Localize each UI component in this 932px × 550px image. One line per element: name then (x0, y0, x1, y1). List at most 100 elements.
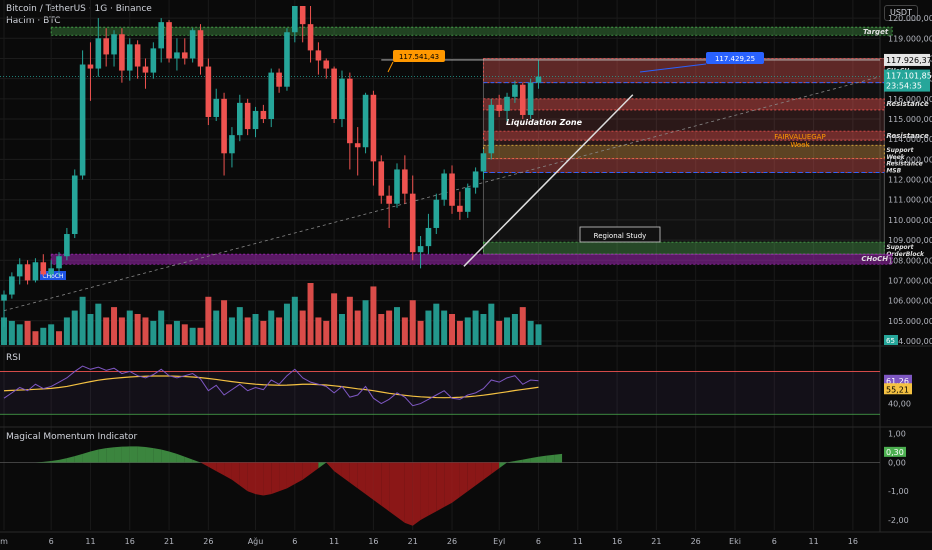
candle-body (276, 72, 282, 87)
momentum-area-segment (176, 453, 185, 463)
momentum-area-segment (286, 462, 295, 489)
momentum-area-segment (239, 462, 248, 492)
candle-body (386, 195, 392, 204)
candle-body (237, 102, 243, 136)
momentum-tick-label: -1,00 (888, 487, 909, 496)
rsi-tick-label: 40,00 (888, 400, 911, 409)
x-tick-label: 6 (772, 537, 777, 546)
candle-body (370, 94, 377, 162)
volume-bar (425, 310, 432, 345)
momentum-area-segment (279, 462, 287, 492)
candle-body (9, 276, 15, 295)
momentum-area-segment (216, 462, 225, 476)
momentum-area-segment (389, 462, 397, 518)
x-tick-label: 26 (447, 537, 457, 546)
candle-body (268, 72, 275, 119)
x-tick-label: 6 (536, 537, 541, 546)
candle-body (79, 64, 86, 176)
volume-bar (291, 296, 298, 345)
price-tick-label: 110.000,00 (888, 216, 932, 225)
zones: Target Resistance CHoCH Resistance Resistanc… (0, 26, 929, 312)
candle-body (197, 30, 204, 67)
price-tick-label: 116.000,00 (888, 95, 932, 104)
liquidation-zone (483, 98, 885, 159)
momentum-area-segment (114, 446, 122, 463)
momentum-area-segment (483, 462, 492, 480)
trendline-support (463, 94, 634, 267)
callout-blue: 117.429,25 (715, 55, 755, 63)
volume-bar (331, 293, 338, 345)
volume-bar (134, 314, 141, 345)
volume-bar (142, 317, 149, 345)
price-tick-label: 107.000,00 (888, 276, 932, 285)
momentum-area-segment (129, 446, 138, 463)
regional-study-label-box (579, 226, 661, 243)
volume-bar (362, 300, 369, 345)
momentum-area-segment (491, 462, 500, 474)
price-tag-high: 117.926,37 (886, 56, 932, 65)
candle-body (189, 30, 196, 59)
volume-bar (276, 317, 283, 345)
volume-bar (519, 307, 526, 345)
price-tick-label: 108.000,00 (888, 256, 932, 265)
candle-body (378, 161, 385, 196)
momentum-tick-label: -2,00 (888, 516, 909, 525)
zone-label: OrderBlock (886, 251, 925, 258)
candle-body (16, 264, 23, 277)
candle-body (449, 173, 455, 206)
momentum-area-segment (161, 449, 170, 463)
price-tag-last: 117.101,85 (886, 72, 932, 81)
candle-body (103, 38, 109, 55)
zone-support-week (483, 144, 885, 159)
candle-body (126, 44, 133, 71)
x-tick-label: 16 (612, 537, 622, 546)
volume-bar (111, 307, 118, 345)
volume-bar (346, 296, 353, 345)
volume-bar (48, 324, 55, 345)
candle-body (472, 171, 479, 188)
zone-resistance-msb (483, 157, 885, 173)
candle-body (402, 169, 408, 194)
candle-body (111, 34, 117, 55)
price-tick-label: 104.000,00 (888, 337, 932, 346)
candle-body (425, 227, 432, 247)
volume-bar (150, 320, 157, 345)
volume-bar (118, 317, 125, 345)
price-tick-label: 106.000,00 (888, 297, 932, 306)
momentum-tick-label: 0,00 (888, 458, 906, 467)
volume-bar (496, 320, 503, 345)
momentum-area-segment (341, 462, 350, 483)
trendline-dashed (3, 76, 881, 312)
momentum-area-segment (255, 462, 264, 496)
volume-bar (299, 310, 306, 345)
momentum-area-segment (334, 462, 342, 477)
momentum-area-segment (145, 446, 154, 463)
candle-body (1, 294, 7, 301)
zone-resistance (483, 130, 885, 141)
volume-bar (8, 320, 15, 345)
x-tick-label: 26 (203, 537, 213, 546)
momentum-area-segment (428, 462, 437, 516)
momentum-area-segment (554, 453, 563, 463)
rsi-title: RSI (6, 353, 21, 363)
x-tick-label: 16 (125, 537, 135, 546)
candles (1, 6, 542, 327)
x-tick-label: 26 (691, 537, 701, 546)
price-tick-label: 112.000,00 (888, 176, 932, 185)
momentum-area-segment (106, 447, 115, 463)
zone-label: Resistance (886, 132, 929, 140)
candle-body (32, 262, 39, 281)
momentum-area-segment (318, 462, 327, 469)
volume-bar (40, 327, 47, 345)
candle-body (150, 48, 157, 73)
candle-body (457, 205, 463, 212)
x-tick-label: 21 (651, 537, 661, 546)
rsi-ma-tag: 55,21 (886, 385, 909, 394)
volume-bar (95, 303, 102, 345)
rsi-line (3, 365, 539, 407)
currency-button[interactable]: USDT (884, 5, 918, 21)
fvg-label: FAIRVALUEGAP (774, 133, 825, 141)
volume-bar (401, 317, 408, 345)
momentum-area-segment (121, 446, 130, 463)
